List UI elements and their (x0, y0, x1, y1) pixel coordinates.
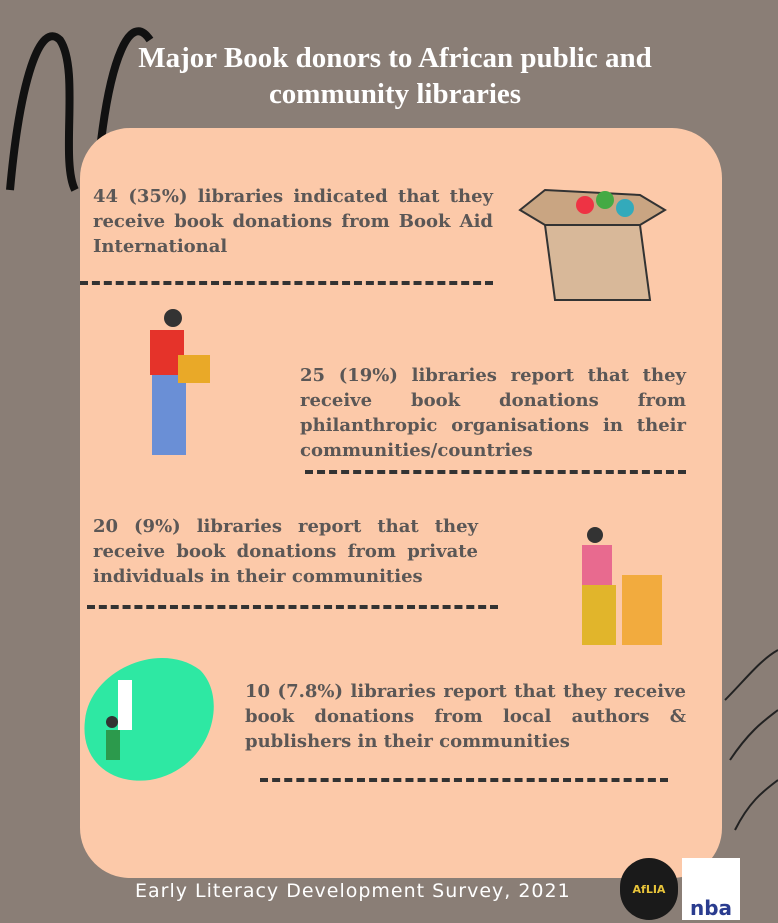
finding-text: 20 (9%) libraries report that they recei… (93, 514, 478, 589)
divider (305, 470, 686, 474)
finding-text: 10 (7.8%) libraries report that they rec… (245, 679, 686, 754)
infographic: Major Book donors to African public and … (0, 0, 778, 923)
box-illustration (520, 190, 665, 300)
person-illustration (150, 309, 210, 455)
logo: nba (682, 858, 740, 920)
boxes-illustration (582, 527, 662, 645)
finding-text: 44 (35%) libraries indicated that they r… (93, 184, 493, 259)
logo: AfLIA (620, 858, 678, 920)
divider (80, 281, 493, 285)
title: Major Book donors to African public and … (100, 40, 690, 112)
divider (87, 605, 498, 609)
child-illustration (84, 658, 213, 781)
footer: Early Literacy Development Survey, 2021 (135, 880, 571, 902)
finding-text: 25 (19%) libraries report that they rece… (300, 363, 686, 463)
divider (260, 778, 668, 782)
